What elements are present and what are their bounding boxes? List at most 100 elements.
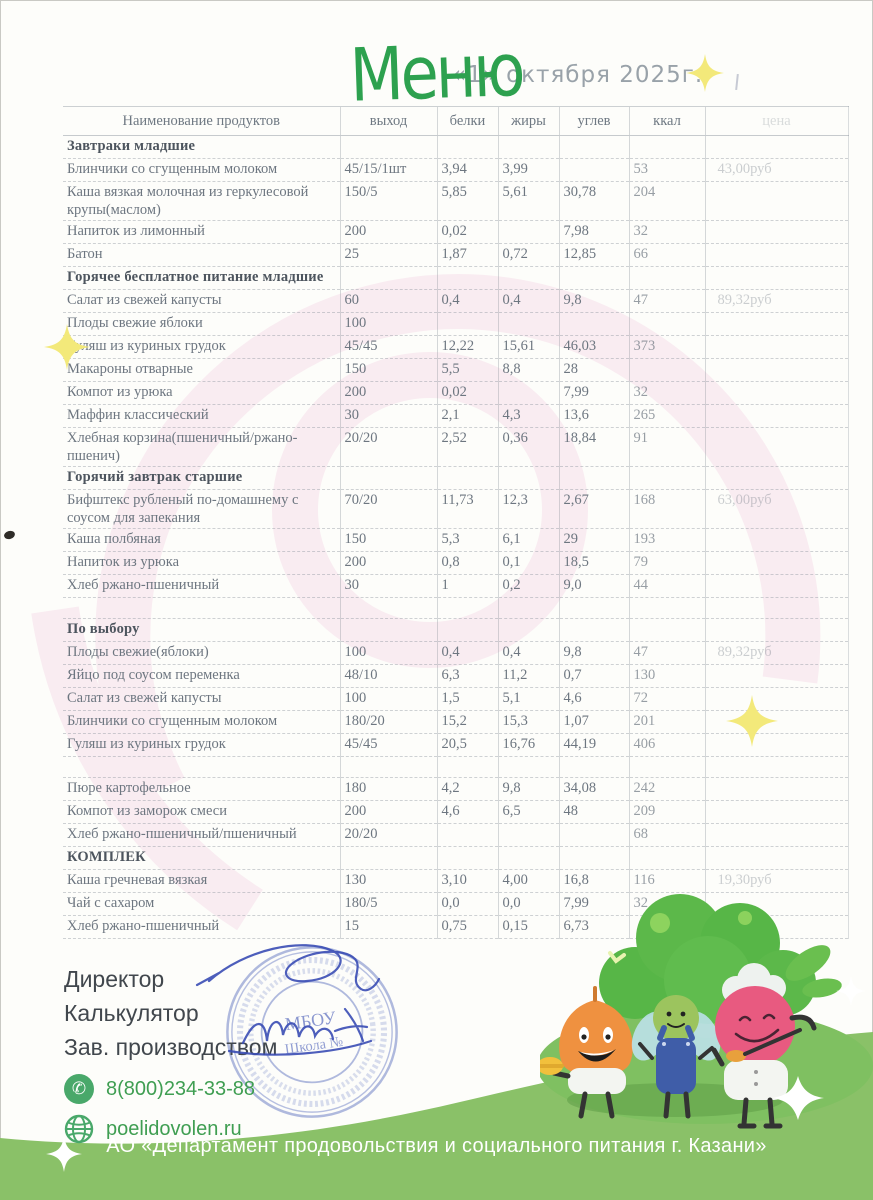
cell-carb: 18,84 [558, 427, 629, 467]
cell-protein: 5,3 [436, 528, 498, 552]
cell-out [339, 266, 437, 290]
cell-name: Блинчики со сгущенным молоком [63, 158, 340, 182]
cell-out: 180/5 [339, 892, 437, 916]
page-title: Меню [348, 26, 524, 119]
cell-kcal [628, 466, 705, 490]
cell-name: Салат из свежей капусты [63, 289, 340, 313]
cell-price [704, 664, 849, 688]
cell-name: Завтраки младшие [63, 135, 340, 159]
cell-protein: 0,75 [436, 915, 498, 939]
cell-out: 20/20 [339, 823, 437, 847]
cell-price [704, 135, 849, 159]
cell-kcal [628, 846, 705, 870]
sparkle-icon [46, 1136, 82, 1172]
cell-carb: 28 [558, 358, 629, 382]
cell-protein: 1 [436, 574, 498, 598]
cell-carb: 1,07 [558, 710, 629, 734]
cell-fat: 0,15 [497, 915, 559, 939]
cell-carb: 9,8 [558, 289, 629, 313]
globe-icon [64, 1114, 94, 1144]
cell-price [704, 756, 849, 778]
cell-kcal: 204 [628, 181, 705, 221]
cell-fat: 15,3 [497, 710, 559, 734]
column-header: белки [436, 106, 498, 136]
cell-name: Хлеб ржано-пшеничный [63, 574, 340, 598]
column-header: выход [339, 106, 437, 136]
cell-out [339, 466, 437, 490]
cell-fat: 0,72 [497, 243, 559, 267]
cell-fat: 5,1 [497, 687, 559, 711]
sparkle-icon [686, 54, 724, 92]
cell-carb: 46,03 [558, 335, 629, 359]
cell-fat: 3,99 [497, 158, 559, 182]
cell-price [704, 266, 849, 290]
cell-protein: 0,0 [436, 892, 498, 916]
vegetable-characters-illustration [540, 894, 873, 1129]
column-header: цена [704, 106, 849, 136]
cell-carb [558, 135, 629, 159]
cell-name: Бифштекс рубленый по-домашнему с соусом … [63, 489, 340, 529]
cell-protein [436, 312, 498, 336]
table-row: Напиток из урюка 200 0,8 0,1 18,5 79 [63, 551, 849, 575]
cell-fat: 9,8 [497, 777, 559, 801]
cell-kcal [628, 618, 705, 642]
cell-name: Маффин классический [63, 404, 340, 428]
cell-out [339, 846, 437, 870]
cell-out: 200 [339, 381, 437, 405]
cell-kcal: 193 [628, 528, 705, 552]
cell-price: 89,32руб [704, 641, 849, 665]
cell-protein: 12,22 [436, 335, 498, 359]
cell-name: Гуляш из куриных грудок [63, 335, 340, 359]
cell-out [339, 618, 437, 642]
cell-name: Напиток из урюка [63, 551, 340, 575]
cell-out: 200 [339, 220, 437, 244]
cell-price [704, 381, 849, 405]
cell-protein: 0,02 [436, 381, 498, 405]
table-row: Пюре картофельное 180 4,2 9,8 34,08 242 [63, 777, 849, 801]
cell-fat: 0,2 [497, 574, 559, 598]
section-row: Завтраки младшие [63, 135, 849, 159]
cell-protein: 1,5 [436, 687, 498, 711]
spacer-row [63, 597, 849, 619]
cell-out: 150 [339, 528, 437, 552]
cell-out: 100 [339, 641, 437, 665]
cell-kcal: 265 [628, 404, 705, 428]
sparkle-icon [726, 695, 778, 747]
cell-fat: 0,4 [497, 289, 559, 313]
phone-icon: ✆ [64, 1074, 94, 1104]
cell-protein: 3,10 [436, 869, 498, 893]
cell-carb [558, 466, 629, 490]
cell-price [704, 800, 849, 824]
signature-block: Директор Калькулятор Зав. производством … [64, 962, 277, 1144]
sparkle-icon [772, 1076, 824, 1120]
cell-fat [497, 220, 559, 244]
table-row: Каша полбяная 150 5,3 6,1 29 193 [63, 528, 849, 552]
cell-fat [497, 135, 559, 159]
cell-kcal [628, 756, 705, 778]
calculator-label: Калькулятор [64, 1000, 199, 1026]
spacer-row [63, 756, 849, 778]
cell-name: Каша гречневая вязкая [63, 869, 340, 893]
cell-price [704, 243, 849, 267]
scan-artifact [3, 529, 16, 541]
table-row: Бифштекс рубленый по-домашнему с соусом … [63, 489, 849, 529]
cell-kcal [628, 358, 705, 382]
cell-kcal: 68 [628, 823, 705, 847]
footer-organization: АО «Департамент продовольствия и социаль… [106, 1135, 767, 1157]
cell-name: Чай с сахаром [63, 892, 340, 916]
cell-out: 180 [339, 777, 437, 801]
cell-fat [497, 618, 559, 642]
cell-name: КОМПЛЕК [63, 846, 340, 870]
sparkle-icon [44, 324, 90, 370]
handwritten-signatures [195, 944, 381, 1056]
cell-out: 100 [339, 687, 437, 711]
cell-name [63, 756, 340, 778]
menu-table-body: Завтраки младшие Блинчики со сгущенным мо… [63, 135, 849, 939]
cell-out: 200 [339, 551, 437, 575]
phone-row: ✆ 8(800)234-33-88 [64, 1074, 277, 1104]
cell-kcal: 66 [628, 243, 705, 267]
cell-name: Напиток из лимонный [63, 220, 340, 244]
cell-out: 45/45 [339, 733, 437, 757]
cell-kcal: 47 [628, 289, 705, 313]
phone-number: 8(800)234-33-88 [106, 1077, 255, 1100]
